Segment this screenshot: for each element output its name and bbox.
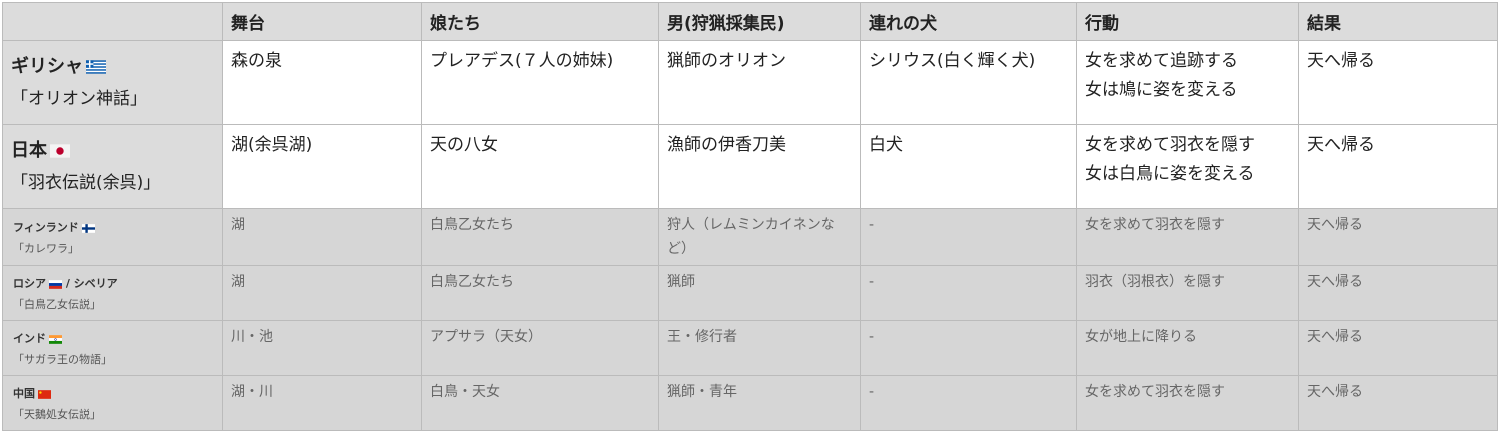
country-label: 日本 [11, 139, 47, 161]
table-row: 中国 「天鵝処女伝説」 湖・川 白鳥・天女 猟師・青年 - 女を求めて羽衣を隠す 天へ帰る [2, 375, 1498, 431]
table-cell: 湖 [222, 265, 422, 321]
header-cell: 行動 [1076, 2, 1299, 41]
header-row: 舞台 娘たち 男(狩猟採集民) 連れの犬 行動 結果 [2, 2, 1498, 41]
row-header: 中国「天鵝処女伝説」 [2, 375, 223, 431]
table-cell: 羽衣（羽根衣）を隠す [1076, 265, 1299, 321]
table-row: フィンランド 「カレワラ」湖白鳥乙女たち 狩人（レムミンカイネンなど） - 女を求めて羽… [2, 208, 1498, 266]
country-label: インド [13, 332, 46, 345]
table-row: インド 「サガラ王の物語」 川・池 アプサラ（天女） 王・修行者 - 女が地上に降りる 天へ帰… [2, 320, 1498, 376]
table-cell: 天へ帰る [1298, 124, 1498, 209]
country-name: ロシア / シベリア [13, 272, 212, 296]
country-label: ギリシャ [11, 55, 83, 77]
story-name: 「羽衣伝説(余呉)」 [11, 172, 161, 193]
country-label: ロシア [13, 277, 46, 290]
table-cell: 王・修行者 [658, 320, 861, 376]
story-name: 「サガラ王の物語」 [13, 353, 112, 366]
row-header: ロシア / シベリア「白鳥乙女伝説」 [2, 265, 223, 321]
table-cell: 白鳥乙女たち [421, 265, 659, 321]
table-cell: - [860, 208, 1077, 266]
india-flag-icon [46, 332, 62, 345]
table-cell: 天へ帰る [1298, 320, 1498, 376]
header-cell: 男(狩猟採集民) [658, 2, 861, 41]
table-cell: 天へ帰る [1298, 265, 1498, 321]
table-cell: - [860, 375, 1077, 431]
table-cell: 女を求めて羽衣を隠す [1076, 375, 1299, 431]
table-cell: - [860, 265, 1077, 321]
table-cell: 女が地上に降りる [1076, 320, 1299, 376]
country-name: フィンランド [13, 216, 212, 240]
table-cell: 天へ帰る [1298, 40, 1498, 125]
table-cell: - [860, 320, 1077, 376]
header-cell: 舞台 [222, 2, 422, 41]
header-cell [2, 2, 223, 41]
story-name: 「カレワラ」 [13, 242, 79, 255]
japan-flag-icon [47, 140, 70, 161]
table-cell: 狩人（レムミンカイネンなど） [658, 208, 861, 266]
table-cell: 湖 [222, 208, 422, 266]
country-name: 中国 [13, 382, 212, 406]
table-cell: プレアデス(７人の姉妹) [421, 40, 659, 125]
table-cell: 白犬 [860, 124, 1077, 209]
header-cell: 娘たち [421, 2, 659, 41]
greece-flag-icon [83, 56, 106, 77]
table-row: ギリシャ 「オリオン神話」 森の泉 プレアデス(７人の姉妹) 猟師のオリオン シリウス(白… [2, 40, 1498, 125]
table-cell: 女を求めて羽衣を隠す [1076, 208, 1299, 266]
table-cell: 猟師・青年 [658, 375, 861, 431]
table-cell: 猟師のオリオン [658, 40, 861, 125]
row-header: ギリシャ「オリオン神話」 [2, 40, 223, 125]
header-cell: 連れの犬 [860, 2, 1077, 41]
country-name: ギリシャ [11, 52, 214, 81]
table-cell: 女を求めて追跡する 女は鳩に姿を変える [1076, 40, 1299, 125]
russia-flag-icon [46, 277, 62, 290]
table-cell: 天へ帰る [1298, 208, 1498, 266]
row-header: フィンランド 「カレワラ」 [2, 208, 223, 266]
story-name: 「オリオン神話」 [11, 88, 147, 109]
table-row: 日本 「羽衣伝説(余呉)」 湖(余呉湖) 天の八女 漁師の伊香刀美 白犬 女を求めて羽衣を隠… [2, 124, 1498, 209]
row-header: インド「サガラ王の物語」 [2, 320, 223, 376]
country-label: 中国 [13, 387, 35, 400]
table-cell: 天へ帰る [1298, 375, 1498, 431]
table-cell: 漁師の伊香刀美 [658, 124, 861, 209]
table-cell: 湖・川 [222, 375, 422, 431]
table-row: ロシア / シベリア 「白鳥乙女伝説」湖白鳥乙女たち 猟師 - 羽衣（羽根衣）を隠す 天へ… [2, 265, 1498, 321]
china-flag-icon [35, 387, 51, 400]
row-header: 日本「羽衣伝説(余呉)」 [2, 124, 223, 209]
table-cell: 森の泉 [222, 40, 422, 125]
country-name: インド [13, 327, 212, 351]
story-name: 「白鳥乙女伝説」 [13, 298, 101, 311]
table-cell: 女を求めて羽衣を隠す 女は白鳥に姿を変える [1076, 124, 1299, 209]
table-cell: 天の八女 [421, 124, 659, 209]
table-cell: シリウス(白く輝く犬) [860, 40, 1077, 125]
country-suffix: / シベリア [62, 277, 118, 290]
finland-flag-icon [79, 221, 95, 234]
table-cell: アプサラ（天女） [421, 320, 659, 376]
table-cell: 川・池 [222, 320, 422, 376]
header-cell: 結果 [1298, 2, 1498, 41]
story-name: 「天鵝処女伝説」 [13, 408, 101, 421]
table-cell: 猟師 [658, 265, 861, 321]
table-cell: 白鳥・天女 [421, 375, 659, 431]
table-cell: 湖(余呉湖) [222, 124, 422, 209]
country-name: 日本 [11, 136, 214, 165]
table-cell: 白鳥乙女たち [421, 208, 659, 266]
country-label: フィンランド [13, 221, 79, 234]
